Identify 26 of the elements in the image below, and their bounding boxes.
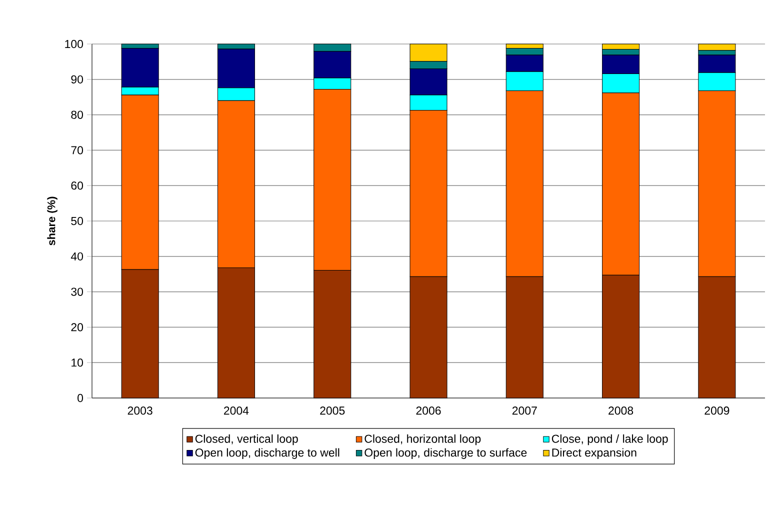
legend-label: Closed, horizontal loop <box>364 434 481 446</box>
y-tick-label: 30 <box>71 288 84 296</box>
legend-label: Open loop, discharge to surface <box>364 448 527 459</box>
x-tick-label: 2005 <box>320 406 345 415</box>
y-tick-label: 20 <box>71 323 84 332</box>
legend-label: Close, pond / lake loop <box>552 434 668 446</box>
y-tick-label: 10 <box>72 358 84 367</box>
bar <box>698 44 736 51</box>
x-tick-label: 2007 <box>512 406 537 415</box>
y-tick-label: 60 <box>71 182 84 190</box>
y-tick-label: 100 <box>65 40 84 48</box>
y-tick-label: 40 <box>70 252 84 260</box>
x-tick-label: 2004 <box>224 406 249 415</box>
legend-label: Open loop, discharge to well <box>195 448 340 459</box>
y-tick-label: 0 <box>78 394 84 402</box>
y-tick-label: 90 <box>71 75 84 84</box>
y-axis-title: share (%) <box>47 196 58 246</box>
x-tick-label: 2008 <box>608 406 634 415</box>
x-tick-label: 2003 <box>128 406 152 415</box>
y-tick-label: 50 <box>71 216 84 226</box>
x-tick-label: 2009 <box>704 406 730 415</box>
legend-label: Direct expansion <box>552 448 636 459</box>
x-tick-label: 2006 <box>416 406 441 415</box>
legend-label: Closed, vertical loop <box>195 434 298 446</box>
y-tick-label: 70 <box>71 146 84 154</box>
y-tick-label: 80 <box>71 110 84 119</box>
